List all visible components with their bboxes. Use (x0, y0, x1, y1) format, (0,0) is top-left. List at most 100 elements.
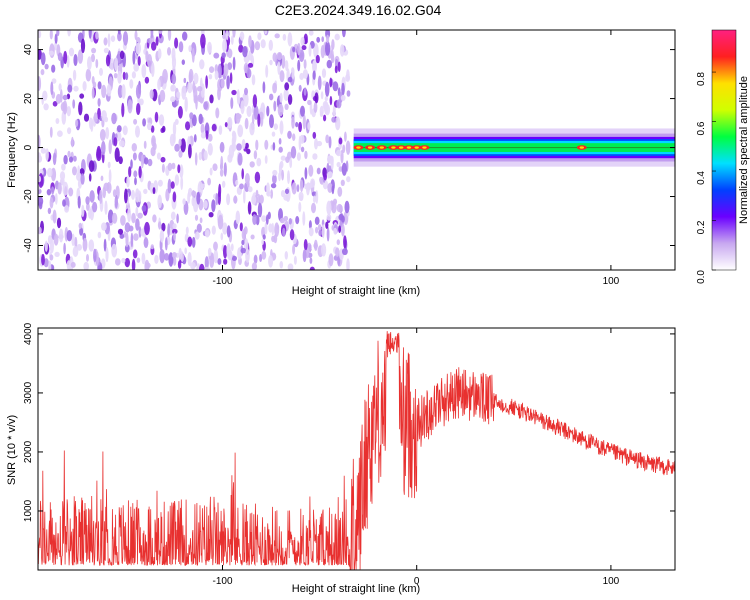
spectrogram-noise-blob (331, 116, 337, 123)
spectrogram-noise-blob (255, 189, 259, 197)
spectrogram-noise-blob (57, 182, 62, 195)
spectrogram-noise-blob (193, 72, 199, 85)
spectrogram-noise-blob (254, 41, 261, 51)
spectrogram-noise-blob (99, 67, 103, 76)
spectrogram-noise-blob (170, 181, 175, 189)
spectrogram-noise-blob (284, 188, 290, 194)
spectrogram-noise-blob (266, 105, 270, 117)
spectrogram-noise-blob (143, 140, 147, 149)
spectrogram-noise-blob (134, 30, 138, 41)
spectrogram-noise-blob (314, 138, 318, 150)
spectrogram-noise-blob (119, 233, 125, 239)
spectrogram-noise-blob (80, 173, 85, 185)
spectrogram-noise-blob (47, 167, 53, 178)
spectrogram-noise-blob (82, 237, 88, 252)
spectrogram-noise-blob (272, 174, 277, 184)
spectrogram-noise-blob (209, 94, 214, 104)
spectrogram-noise-blob (253, 105, 259, 120)
spectrogram-noise-blob (334, 65, 338, 74)
snr-y-tick-label: 2000 (23, 440, 34, 463)
spectrogram-noise-blob (232, 30, 236, 38)
spectrogram-noise-blob (193, 134, 197, 143)
spectrogram-noise-blob (304, 150, 308, 160)
spectrogram-noise-blob (133, 63, 139, 72)
spectrogram-noise-blob (152, 142, 157, 151)
spectrogram-noise-blob (307, 99, 312, 106)
spectrogram-noise-blob (268, 254, 274, 268)
spectrogram-noise-blob (171, 252, 177, 259)
spectrogram-noise-blob (138, 165, 142, 179)
spectrogram-noise-blob (240, 100, 245, 115)
spectrogram-noise-blob (230, 97, 234, 110)
spectrogram-noise-blob (207, 41, 212, 54)
spectrogram-noise-blob (287, 263, 294, 270)
spectrogram-noise-blob (239, 183, 244, 190)
spectrogram-noise-blob (280, 190, 286, 198)
spectrogram-noise-blob (300, 146, 305, 153)
spectrogram-noise-blob (116, 125, 122, 133)
spectrogram-noise-blob (157, 179, 163, 187)
colorbar-tick-label: 0.6 (696, 121, 707, 135)
spectrogram-noise-blob (203, 200, 208, 209)
spectrogram-noise-blob (122, 31, 129, 46)
spectrogram-noise-blob (293, 255, 297, 265)
spectrogram-noise-blob (117, 228, 124, 235)
spectrogram-noise-blob (54, 193, 58, 205)
spectrogram-noise-blob (170, 211, 176, 221)
spectrogram-noise-blob (217, 63, 222, 79)
spectrogram-noise-blob (88, 30, 92, 39)
spectrogram-noise-blob (341, 224, 345, 237)
spectrogram-noise-blob (93, 248, 97, 263)
spectrogram-noise-blob (135, 218, 140, 231)
spectrogram-y-tick-label: 0 (23, 144, 34, 150)
spectrogram-noise-blob (326, 226, 330, 242)
spectrogram-noise-blob (40, 147, 47, 154)
spectrogram-noise-blob (308, 164, 314, 177)
spectrogram-noise-blob (178, 150, 183, 158)
spectrogram-noise-blob (289, 229, 295, 241)
spectrogram-noise-blob (72, 166, 77, 176)
spectrogram-noise-blob (308, 30, 314, 36)
spectrogram-noise-blob (187, 252, 192, 266)
spectrogram-noise-blob (111, 243, 118, 258)
spectrogram-noise-blob (227, 117, 233, 129)
spectrogram-noise-blob (232, 131, 237, 144)
spectrogram-noise-blob (184, 96, 188, 112)
spectrogram-noise-blob (346, 176, 351, 183)
spectrogram-noise-blob (324, 81, 330, 97)
spectrogram-noise-blob (243, 226, 248, 235)
spectrogram-noise-blob (326, 162, 330, 175)
spectrogram-noise-blob (327, 171, 333, 179)
spectrogram-noise-blob (298, 201, 302, 213)
spectrogram-noise-blob (326, 200, 332, 216)
spectrogram-noise-blob (101, 140, 106, 156)
spectrogram-noise-blob (346, 258, 350, 270)
spectrogram-noise-blob (344, 131, 347, 142)
spectrogram-noise-blob (249, 161, 255, 168)
spectrogram-noise-blob (115, 258, 121, 266)
spectrogram-noise-blob (301, 45, 307, 51)
spectrogram-noise-blob (338, 137, 343, 145)
spectrogram-noise-blob (121, 84, 126, 99)
spectrogram-noise-blob (135, 206, 139, 217)
spectrogram-noise-blob (187, 81, 193, 94)
spectrogram-x-tick-label: 100 (603, 276, 620, 287)
spectrogram-noise-blob (312, 131, 317, 139)
spectrogram-noise-blob (342, 144, 346, 154)
spectrogram-noise-blob (297, 42, 301, 56)
spectrogram-noise-blob (336, 239, 340, 246)
spectrogram-noise-blob (188, 72, 192, 84)
spectrogram-noise-blob (287, 94, 293, 105)
spectrogram-noise-blob (106, 84, 112, 97)
spectrogram-noise-blob (136, 257, 141, 263)
snr-y-tick-label: 3000 (23, 381, 34, 404)
spectrogram-noise-blob (255, 214, 260, 226)
spectrogram-noise-blob (68, 187, 74, 197)
spectrogram-noise-blob (167, 223, 170, 238)
spectrogram-noise-blob (329, 95, 333, 106)
spectrogram-noise-region (38, 30, 351, 270)
spectrogram-noise-blob (287, 32, 293, 47)
snr-y-tick-label: 4000 (23, 322, 34, 345)
spectrogram-noise-blob (105, 247, 109, 263)
spectrogram-noise-blob (319, 105, 324, 116)
